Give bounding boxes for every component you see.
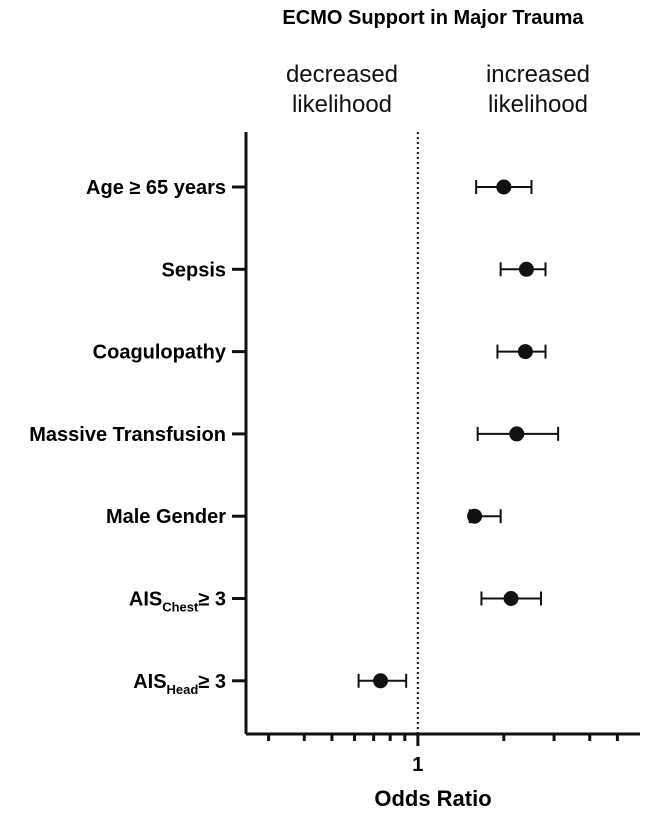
category-label-suffix: ≥ 3 (198, 671, 226, 693)
category-label: Massive Transfusion (29, 424, 226, 446)
category-label-main: Sepsis (162, 259, 226, 281)
odds-ratio-point (509, 426, 525, 442)
odds-ratio-point (518, 261, 534, 277)
odds-ratio-point (503, 591, 519, 606)
category-label-main: Massive Transfusion (29, 424, 226, 446)
category-label: Sepsis (162, 259, 226, 281)
right-region-label-line2: likelihood (488, 91, 588, 118)
category-label-subscript: Chest (162, 600, 199, 615)
x-tick-label: 1 (412, 754, 423, 776)
category-label: AISHead≥ 3 (133, 671, 226, 697)
y-axis-categories: Age ≥ 65 years Sepsis Coagulopathy Massive … (29, 177, 246, 697)
category-label-suffix: ≥ 3 (198, 589, 226, 611)
category-label: AISChest≥ 3 (129, 589, 226, 615)
category-label-main: AIS (129, 589, 162, 611)
data-points (357, 179, 560, 689)
category-label: Male Gender (106, 506, 226, 528)
category-label: Age ≥ 65 years (86, 177, 226, 199)
chart-title: ECMO Support in Major Trauma (282, 7, 584, 29)
right-region-label-line1: increased (486, 61, 590, 88)
odds-ratio-point (467, 508, 483, 524)
category-label-main: Male Gender (106, 506, 226, 528)
left-region-label-line1: decreased (286, 61, 398, 88)
odds-ratio-point (517, 344, 533, 360)
category-label-main: AIS (133, 671, 166, 693)
category-label-main: Age ≥ 65 years (86, 177, 226, 199)
category-label-main: Coagulopathy (93, 342, 227, 364)
category-label-subscript: Head (167, 682, 199, 697)
left-region-label-line2: likelihood (292, 91, 392, 118)
odds-ratio-point (496, 179, 512, 195)
odds-ratio-point (373, 673, 389, 689)
category-label: Coagulopathy (93, 342, 227, 364)
x-axis-ticks: 1 (267, 734, 619, 776)
x-axis-title: Odds Ratio (374, 786, 491, 811)
